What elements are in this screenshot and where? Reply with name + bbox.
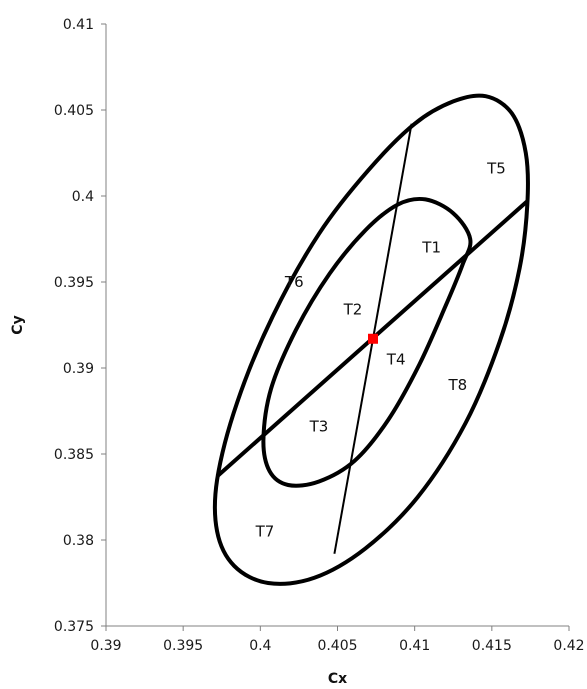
y-tick-label: 0.4 bbox=[72, 189, 94, 205]
x-tick-label: 0.42 bbox=[553, 638, 584, 654]
region-label-t5: T5 bbox=[486, 159, 506, 177]
region-label-t3: T3 bbox=[309, 417, 329, 435]
center-point-layer bbox=[367, 333, 378, 344]
y-axis-title: Cy bbox=[10, 315, 26, 334]
region-labels: T1 T2 T3 T4 T5 T6 T7 T8 bbox=[255, 159, 506, 540]
y-tick-label: 0.375 bbox=[54, 619, 94, 635]
x-tick-label: 0.405 bbox=[317, 638, 357, 654]
y-tick-label: 0.38 bbox=[63, 533, 94, 549]
y-tick-label: 0.405 bbox=[54, 103, 94, 119]
region-label-t2: T2 bbox=[343, 301, 363, 319]
region-label-t8: T8 bbox=[448, 376, 468, 394]
x-tick-label: 0.41 bbox=[399, 638, 430, 654]
inner-ellipse bbox=[261, 196, 473, 488]
y-tick-label: 0.385 bbox=[54, 447, 94, 463]
x-axis-title: Cx bbox=[328, 671, 347, 687]
x-tick-label: 0.4 bbox=[249, 638, 271, 654]
outer-ellipse bbox=[212, 93, 530, 586]
y-tick-label: 0.395 bbox=[54, 275, 94, 291]
tick-labels: 0.39 0.395 0.4 0.405 0.41 0.415 0.42 0.375 0.38 0… bbox=[54, 17, 585, 654]
x-tick-label: 0.39 bbox=[90, 638, 121, 654]
x-tick-label: 0.415 bbox=[472, 638, 512, 654]
x-tick-label: 0.395 bbox=[163, 638, 203, 654]
region-label-t6: T6 bbox=[284, 273, 304, 291]
region-label-t7: T7 bbox=[255, 522, 275, 540]
tick-marks bbox=[101, 23, 570, 631]
y-tick-label: 0.39 bbox=[63, 361, 94, 377]
region-label-t4: T4 bbox=[386, 350, 406, 368]
center-point bbox=[367, 333, 378, 344]
region-label-t1: T1 bbox=[421, 239, 441, 257]
y-tick-label: 0.41 bbox=[63, 17, 94, 33]
